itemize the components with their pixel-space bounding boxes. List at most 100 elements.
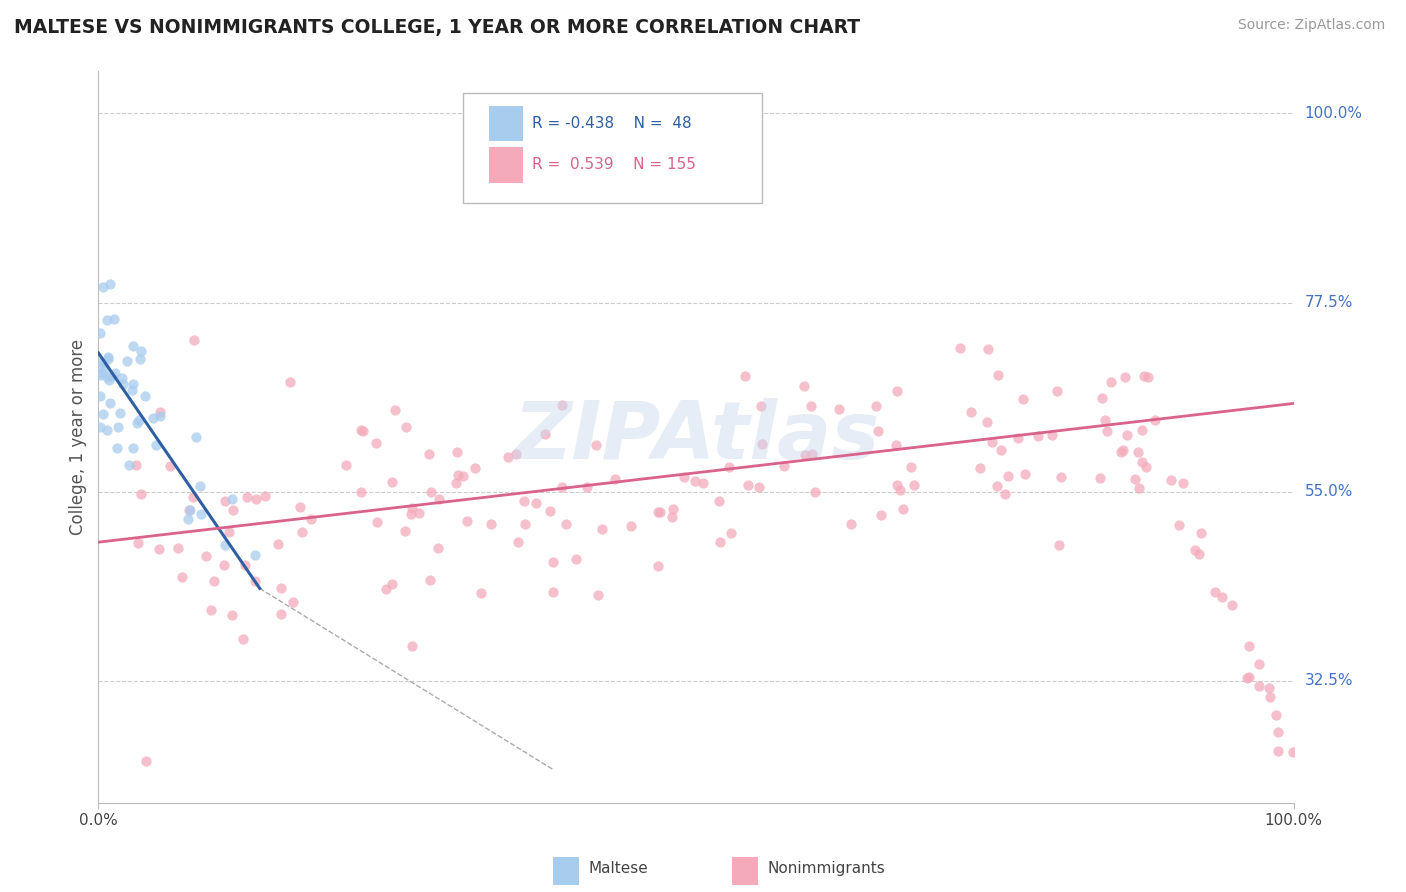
Point: [89, 326, 111, 341]
Point: [103, 312, 125, 326]
Point: [990, 442, 1012, 457]
Point: [446, 445, 468, 459]
Point: [586, 588, 609, 602]
Point: [1128, 481, 1150, 495]
Point: [190, 507, 212, 521]
Point: [121, 442, 143, 456]
Point: [1211, 590, 1233, 604]
Text: MALTESE VS NONIMMIGRANTS COLLEGE, 1 YEAR OR MORE CORRELATION CHART: MALTESE VS NONIMMIGRANTS COLLEGE, 1 YEAR…: [14, 18, 860, 37]
Point: [299, 512, 322, 526]
Point: [89, 368, 111, 382]
Point: [270, 607, 292, 622]
Point: [350, 484, 373, 499]
Point: [512, 494, 534, 508]
Point: [352, 424, 374, 438]
Point: [977, 342, 1000, 356]
Point: [1168, 518, 1191, 533]
Point: [585, 437, 607, 451]
Point: [1237, 639, 1260, 653]
Point: [1267, 744, 1289, 758]
Point: [884, 438, 907, 452]
Point: [1237, 670, 1260, 684]
Point: [128, 413, 150, 427]
Point: [335, 458, 357, 473]
Point: [870, 508, 893, 522]
FancyBboxPatch shape: [733, 857, 758, 885]
Point: [987, 368, 1010, 382]
Point: [1160, 473, 1182, 487]
Point: [125, 416, 148, 430]
Point: [496, 450, 519, 465]
Point: [661, 510, 683, 524]
Point: [98, 396, 121, 410]
Point: [479, 517, 502, 532]
Point: [194, 549, 217, 563]
Point: [620, 518, 643, 533]
Point: [1184, 542, 1206, 557]
Point: [1173, 475, 1195, 490]
Point: [426, 541, 449, 555]
Point: [707, 494, 730, 508]
Point: [737, 478, 759, 492]
Point: [128, 351, 150, 366]
Text: ZIPAtlas: ZIPAtlas: [513, 398, 879, 476]
Point: [1114, 370, 1136, 384]
Point: [1257, 681, 1279, 696]
Point: [218, 525, 240, 540]
Point: [288, 500, 311, 515]
Point: [1133, 369, 1156, 384]
Point: [551, 399, 574, 413]
Point: [172, 570, 194, 584]
Point: [124, 458, 146, 473]
Point: [221, 503, 243, 517]
Point: [827, 402, 849, 417]
Point: [408, 506, 430, 520]
Point: [900, 459, 922, 474]
Point: [734, 368, 756, 383]
Point: [96, 370, 118, 384]
Point: [1047, 538, 1070, 552]
Point: [1126, 444, 1149, 458]
Point: [1281, 745, 1303, 759]
Point: [364, 435, 387, 450]
Point: [149, 405, 172, 419]
Point: [540, 504, 562, 518]
Point: [100, 368, 122, 383]
Point: [1265, 708, 1288, 723]
Point: [135, 754, 157, 768]
Text: R = -0.438    N =  48: R = -0.438 N = 48: [533, 116, 692, 131]
Point: [1204, 584, 1226, 599]
Point: [97, 351, 120, 365]
Point: [374, 582, 396, 597]
Point: [89, 389, 111, 403]
FancyBboxPatch shape: [553, 857, 579, 885]
Point: [575, 480, 598, 494]
Point: [603, 472, 626, 486]
Point: [446, 475, 468, 490]
Point: [121, 339, 143, 353]
Point: [1236, 672, 1258, 686]
Point: [105, 441, 128, 455]
Point: [420, 484, 443, 499]
Point: [865, 399, 887, 413]
Point: [350, 423, 373, 437]
Text: 77.5%: 77.5%: [1305, 295, 1353, 310]
Point: [717, 459, 740, 474]
Point: [91, 280, 114, 294]
Point: [94, 361, 117, 376]
Point: [419, 574, 441, 588]
Point: [456, 514, 478, 528]
Point: [381, 577, 404, 591]
Point: [232, 632, 254, 647]
Point: [709, 535, 731, 549]
Point: [200, 603, 222, 617]
Point: [184, 430, 207, 444]
Point: [1109, 445, 1132, 459]
Point: [245, 492, 267, 507]
Point: [1220, 598, 1243, 612]
Point: [167, 541, 190, 555]
Point: [1188, 547, 1211, 561]
Point: [418, 447, 440, 461]
Point: [243, 549, 266, 563]
Point: [91, 366, 114, 380]
